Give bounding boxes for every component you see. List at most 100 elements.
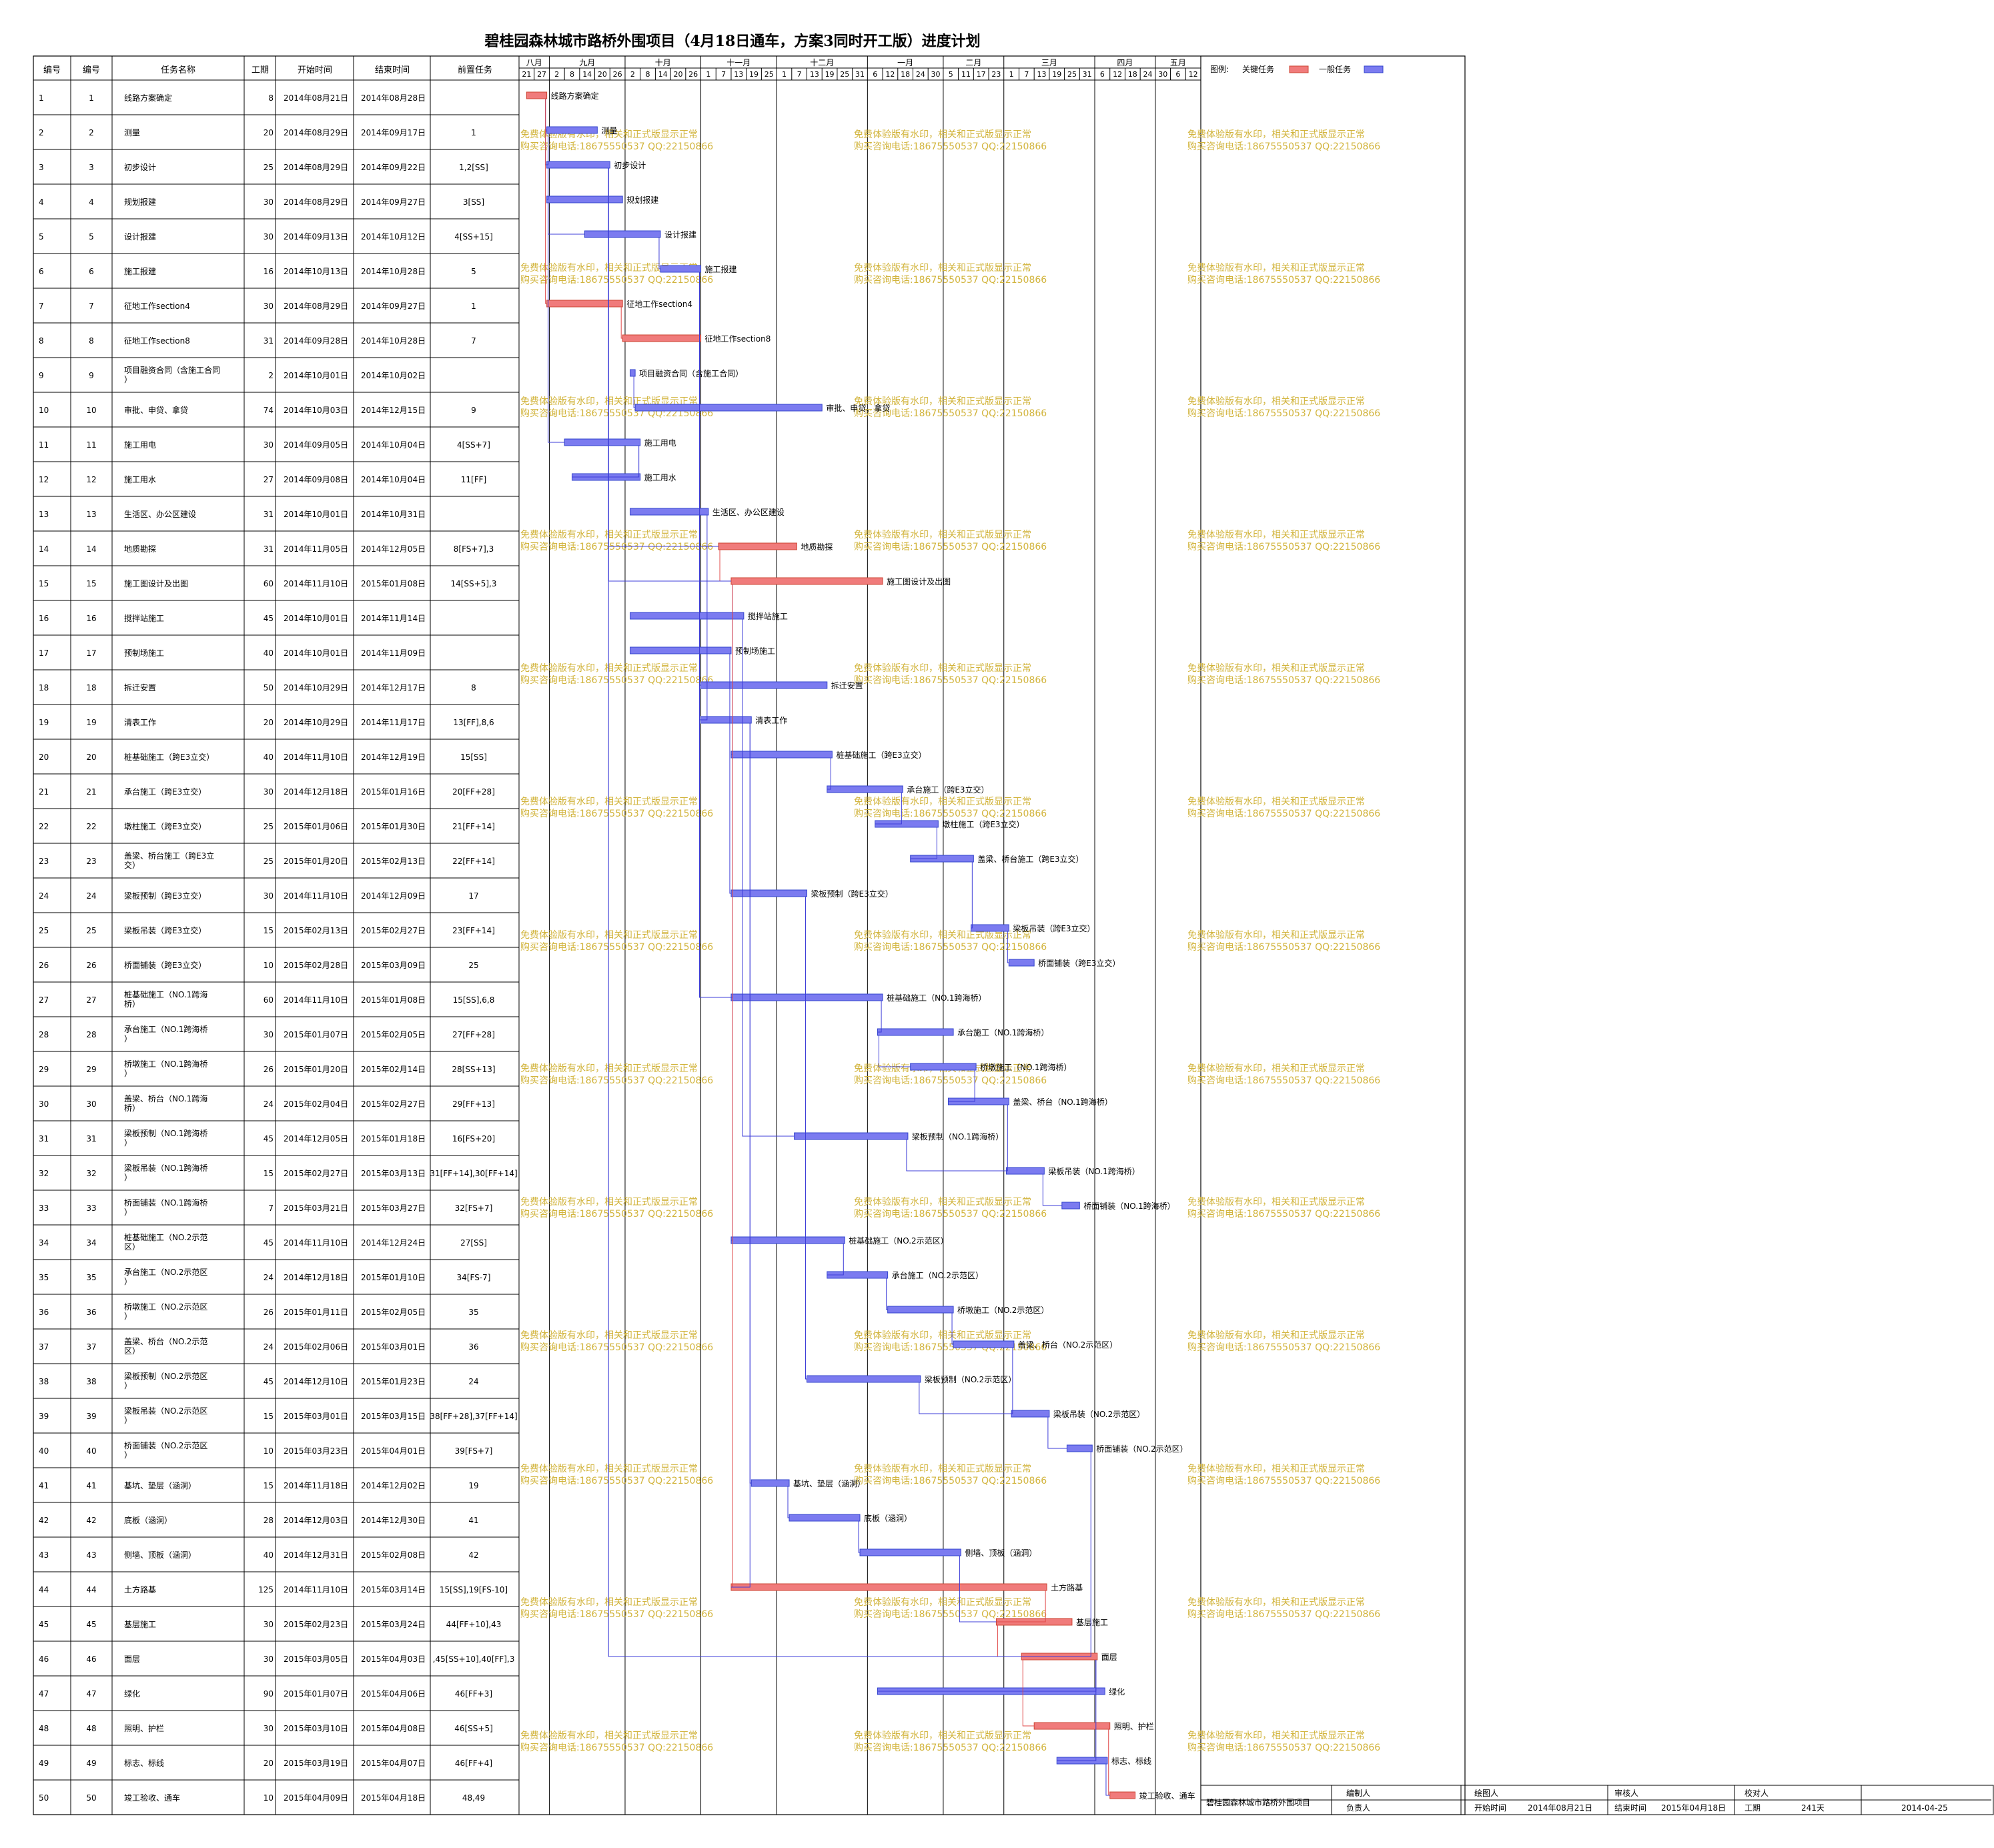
task-pred-cell: 31[FF+14],30[FF+14] [430, 1169, 517, 1178]
task-dur-cell: 15 [264, 926, 274, 935]
task-name-cell: 梁板吊装（NO.1跨海桥） [124, 1163, 207, 1182]
task-start-cell: 2015年01月07日 [284, 1030, 348, 1039]
table-header-cell: 编号 [83, 65, 100, 75]
day-tick-label: 12 [885, 70, 895, 79]
watermark-line-1: 免费体验版有水印，相关和正式版显示正常 [1187, 530, 1365, 540]
task-no-cell: 21 [86, 787, 96, 797]
task-no-cell: 31 [86, 1134, 96, 1143]
task-end-cell: 2015年01月16日 [361, 787, 426, 797]
watermark-line-2: 购买咨询电话:18675550537 QQ:22150866 [520, 1743, 713, 1753]
task-start-cell: 2014年11月10日 [284, 995, 348, 1005]
table-header-cell: 任务名称 [161, 65, 195, 75]
table-header-cell: 前置任务 [458, 65, 492, 75]
month-label: 十一月 [726, 58, 751, 67]
legend-critical-label: 关键任务 [1242, 64, 1274, 74]
task-bar [630, 646, 732, 654]
task-no-cell: 5 [89, 232, 94, 242]
task-end-cell: 2014年12月30日 [361, 1516, 426, 1525]
day-tick-label: 1 [1009, 70, 1014, 79]
table-frame [33, 55, 1466, 1815]
task-no-cell: 28 [86, 1030, 96, 1039]
dependency-connector [700, 515, 708, 721]
task-start-cell: 2014年12月03日 [284, 1516, 348, 1525]
task-end-cell: 2015年03月15日 [361, 1412, 426, 1421]
task-no-cell: 34 [86, 1238, 96, 1248]
task-name-cell: 承台施工（NO.1跨海桥） [124, 1024, 207, 1043]
dependency-connector [730, 584, 733, 1588]
task-pred-cell: 27[FF+28] [452, 1030, 495, 1039]
task-bar-label: 线路方案确定 [551, 91, 599, 101]
task-name-cell: 标志、标线 [124, 1759, 164, 1768]
task-no-cell: 40 [86, 1446, 96, 1456]
task-bar [859, 1548, 961, 1556]
watermark-line-2: 购买咨询电话:18675550537 QQ:22150866 [520, 1209, 713, 1220]
task-id-cell: 31 [39, 1134, 49, 1143]
dependency-connector [877, 1660, 1097, 1692]
watermark-line-2: 购买咨询电话:18675550537 QQ:22150866 [854, 275, 1047, 286]
task-no-cell: 10 [86, 406, 96, 415]
task-start-cell: 2015年02月27日 [284, 1169, 348, 1178]
task-start-cell: 2014年10月29日 [284, 683, 348, 692]
task-bar [1066, 1444, 1093, 1452]
task-start-cell: 2014年12月18日 [284, 787, 348, 797]
task-no-cell: 17 [86, 648, 96, 658]
watermark-line-2: 购买咨询电话:18675550537 QQ:22150866 [520, 1476, 713, 1486]
watermark-line-1: 免费体验版有水印，相关和正式版显示正常 [854, 1464, 1031, 1474]
legend-normal-swatch [1364, 65, 1384, 73]
task-dur-cell: 30 [264, 302, 274, 311]
task-no-cell: 50 [86, 1793, 96, 1803]
task-end-cell: 2015年03月13日 [361, 1169, 426, 1178]
task-id-cell: 36 [39, 1308, 49, 1317]
task-dur-cell: 40 [264, 648, 274, 658]
day-tick-label: 6 [1100, 70, 1105, 79]
task-dur-cell: 8 [268, 93, 274, 103]
day-tick-label: 24 [916, 70, 925, 79]
task-dur-cell: 2 [268, 371, 274, 380]
task-end-cell: 2014年10月12日 [361, 232, 426, 242]
task-end-cell: 2014年10月28日 [361, 267, 426, 276]
task-id-cell: 28 [39, 1030, 49, 1039]
task-start-cell: 2014年10月29日 [284, 718, 348, 727]
day-tick-label: 25 [765, 70, 774, 79]
watermark-line-2: 购买咨询电话:18675550537 QQ:22150866 [520, 942, 713, 953]
day-tick-label: 25 [1067, 70, 1077, 79]
task-no-cell: 4 [89, 197, 94, 207]
task-bar [887, 1306, 954, 1314]
task-name-cell: 征地工作section4 [124, 302, 190, 311]
task-end-cell: 2014年12月24日 [361, 1238, 426, 1248]
task-dur-cell: 26 [264, 1065, 274, 1074]
watermark-line-1: 免费体验版有水印，相关和正式版显示正常 [1187, 1597, 1365, 1608]
dependency-connector [805, 897, 807, 1380]
task-id-cell: 14 [39, 544, 49, 554]
watermark-line-2: 购买咨询电话:18675550537 QQ:22150866 [1187, 1609, 1380, 1620]
task-start-cell: 2014年12月31日 [284, 1550, 348, 1560]
task-pred-cell: 34[FS-7] [457, 1273, 491, 1282]
watermark-line-1: 免费体验版有水印，相关和正式版显示正常 [520, 1063, 698, 1074]
day-tick-label: 1 [706, 70, 710, 79]
task-bar [730, 1236, 845, 1244]
watermark-line-1: 免费体验版有水印，相关和正式版显示正常 [520, 797, 698, 807]
watermark-line-2: 购买咨询电话:18675550537 QQ:22150866 [854, 942, 1047, 953]
task-id-cell: 4 [39, 197, 44, 207]
dependency-connector [548, 203, 585, 235]
watermark-line-1: 免费体验版有水印，相关和正式版显示正常 [1187, 1464, 1365, 1474]
dependency-connector [608, 168, 1022, 1657]
watermark-line-2: 购买咨询电话:18675550537 QQ:22150866 [854, 1609, 1047, 1620]
day-tick-label: 7 [1024, 70, 1029, 79]
task-bar-label: 土方路基 [1051, 1582, 1083, 1592]
critical-task-bar [730, 1583, 1047, 1591]
task-no-cell: 46 [86, 1655, 96, 1664]
task-id-cell: 44 [39, 1585, 49, 1594]
month-label: 十二月 [810, 58, 834, 67]
dependency-connector [742, 619, 795, 1137]
watermark-line-1: 免费体验版有水印，相关和正式版显示正常 [854, 930, 1031, 941]
day-tick-label: 26 [688, 70, 698, 79]
task-dur-cell: 74 [264, 406, 274, 415]
watermark-line-1: 免费体验版有水印，相关和正式版显示正常 [854, 396, 1031, 407]
dependency-connector [886, 1278, 888, 1310]
task-bar [546, 126, 598, 134]
task-end-cell: 2015年04月08日 [361, 1724, 426, 1733]
day-tick-label: 20 [673, 70, 682, 79]
task-bar [546, 161, 610, 169]
